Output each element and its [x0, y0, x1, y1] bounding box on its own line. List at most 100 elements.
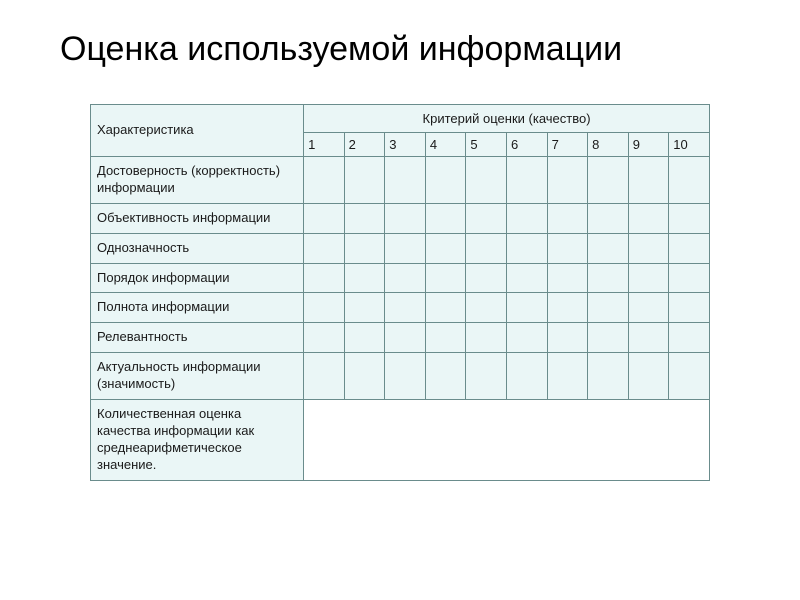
cell: [628, 157, 669, 204]
cell: [506, 233, 547, 263]
cell: [547, 323, 588, 353]
summary-value: [304, 400, 710, 481]
cell: [669, 353, 710, 400]
cell: [344, 293, 385, 323]
cell: [344, 203, 385, 233]
cell: [304, 293, 345, 323]
cell: [304, 263, 345, 293]
cell: [425, 263, 466, 293]
cell: [547, 157, 588, 204]
row-label: Достоверность (корректность) информации: [91, 157, 304, 204]
row-label: Однозначность: [91, 233, 304, 263]
cell: [466, 353, 507, 400]
scale-2: 2: [344, 133, 385, 157]
evaluation-table-wrap: Характеристика Критерий оценки (качество…: [50, 104, 750, 481]
cell: [588, 233, 629, 263]
row-label: Актуальность информации (значимость): [91, 353, 304, 400]
scale-1: 1: [304, 133, 345, 157]
cell: [588, 353, 629, 400]
evaluation-table: Характеристика Критерий оценки (качество…: [90, 104, 710, 481]
table-summary-row: Количественная оценка качества информаци…: [91, 400, 710, 481]
scale-4: 4: [425, 133, 466, 157]
page-title: Оценка используемой информации: [50, 30, 750, 69]
scale-10: 10: [669, 133, 710, 157]
cell: [547, 233, 588, 263]
cell: [304, 203, 345, 233]
row-label: Полнота информации: [91, 293, 304, 323]
cell: [385, 353, 426, 400]
cell: [669, 233, 710, 263]
cell: [669, 293, 710, 323]
cell: [628, 293, 669, 323]
cell: [466, 233, 507, 263]
cell: [547, 293, 588, 323]
cell: [547, 263, 588, 293]
header-criteria: Критерий оценки (качество): [304, 105, 710, 133]
cell: [344, 263, 385, 293]
cell: [547, 203, 588, 233]
cell: [466, 203, 507, 233]
cell: [669, 263, 710, 293]
table-row: Полнота информации: [91, 293, 710, 323]
cell: [628, 263, 669, 293]
cell: [506, 293, 547, 323]
cell: [506, 323, 547, 353]
cell: [466, 157, 507, 204]
row-label: Объективность информации: [91, 203, 304, 233]
table-row: Порядок информации: [91, 263, 710, 293]
cell: [385, 203, 426, 233]
cell: [425, 233, 466, 263]
cell: [425, 293, 466, 323]
cell: [547, 353, 588, 400]
cell: [628, 353, 669, 400]
cell: [304, 353, 345, 400]
scale-9: 9: [628, 133, 669, 157]
scale-6: 6: [506, 133, 547, 157]
cell: [466, 323, 507, 353]
table-row: Релевантность: [91, 323, 710, 353]
cell: [466, 293, 507, 323]
cell: [344, 233, 385, 263]
cell: [425, 323, 466, 353]
cell: [385, 323, 426, 353]
cell: [425, 203, 466, 233]
cell: [385, 233, 426, 263]
cell: [628, 233, 669, 263]
table-header-row-1: Характеристика Критерий оценки (качество…: [91, 105, 710, 133]
row-label: Порядок информации: [91, 263, 304, 293]
scale-3: 3: [385, 133, 426, 157]
row-label: Релевантность: [91, 323, 304, 353]
cell: [588, 263, 629, 293]
cell: [425, 353, 466, 400]
cell: [304, 233, 345, 263]
scale-5: 5: [466, 133, 507, 157]
table-row: Однозначность: [91, 233, 710, 263]
cell: [588, 157, 629, 204]
cell: [669, 323, 710, 353]
table-row: Объективность информации: [91, 203, 710, 233]
cell: [588, 323, 629, 353]
cell: [425, 157, 466, 204]
cell: [304, 157, 345, 204]
cell: [344, 353, 385, 400]
cell: [344, 157, 385, 204]
summary-label: Количественная оценка качества информаци…: [91, 400, 304, 481]
cell: [669, 203, 710, 233]
cell: [628, 323, 669, 353]
cell: [628, 203, 669, 233]
cell: [506, 157, 547, 204]
cell: [385, 263, 426, 293]
table-row: Достоверность (корректность) информации: [91, 157, 710, 204]
cell: [506, 353, 547, 400]
cell: [506, 263, 547, 293]
cell: [385, 293, 426, 323]
cell: [506, 203, 547, 233]
cell: [588, 203, 629, 233]
scale-7: 7: [547, 133, 588, 157]
cell: [669, 157, 710, 204]
table-row: Актуальность информации (значимость): [91, 353, 710, 400]
cell: [466, 263, 507, 293]
scale-8: 8: [588, 133, 629, 157]
header-characteristic: Характеристика: [91, 105, 304, 157]
cell: [588, 293, 629, 323]
